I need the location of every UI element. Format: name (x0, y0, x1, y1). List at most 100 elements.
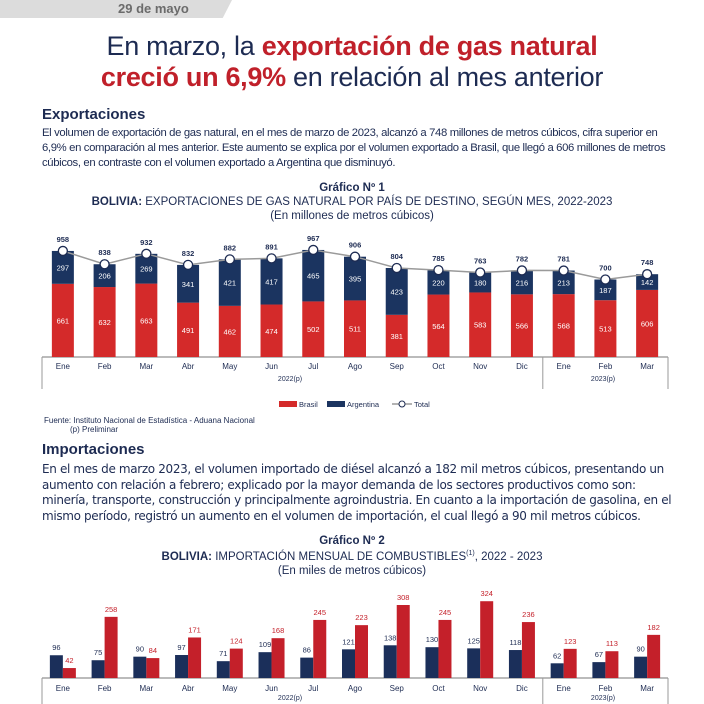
total-value-label: 804 (390, 252, 403, 261)
month-tick-label: Ene (557, 684, 572, 693)
series-1-value-label: 121 (342, 637, 355, 646)
chart2-number: Gráfico Nº 2 (319, 535, 385, 547)
bar-brasil (260, 304, 283, 357)
bar-argentina (51, 250, 74, 284)
month-tick-label: Ene (56, 362, 71, 371)
legend-label-brasil: Brasil (299, 400, 318, 409)
total-point (475, 267, 486, 278)
series-2-value-label: 168 (272, 626, 285, 635)
bar-series-2 (188, 637, 202, 678)
series-1-value-label: 75 (94, 648, 102, 657)
bar-series-1 (216, 661, 230, 678)
bar-brasil (135, 283, 158, 357)
series-1-value-label: 109 (259, 640, 272, 649)
bar-series-1 (383, 645, 397, 678)
total-point (641, 269, 653, 280)
month-tick-label: Jun (265, 684, 278, 693)
headline-text: En marzo, la (106, 31, 262, 61)
brasil-value-label: 491 (182, 326, 195, 335)
series-2-value-label: 245 (439, 608, 452, 617)
bar-series-1 (425, 647, 439, 678)
brasil-value-label: 566 (516, 322, 529, 331)
month-tick-label: Mar (640, 362, 654, 371)
month-tick-label: Mar (139, 684, 153, 693)
month-tick-label: Sep (390, 684, 405, 693)
chart2-title-years: , 2022 - 2023 (474, 550, 543, 563)
chart1-year-label-2023: 2023(p) (590, 376, 616, 383)
argentina-value-label: 421 (224, 279, 237, 288)
month-tick-label: Feb (98, 684, 112, 693)
total-point (182, 259, 194, 271)
series-1-value-label: 62 (553, 651, 561, 660)
total-value-label: 781 (557, 255, 570, 264)
headline-highlight: exportación de gas natural (261, 31, 598, 61)
headline-highlight: creció un 6,9% (100, 62, 286, 92)
total-value-label: 958 (57, 235, 70, 244)
month-tick-label: Ago (348, 684, 363, 693)
series-2-value-label: 324 (480, 589, 493, 598)
month-tick-label: Sep (390, 362, 405, 371)
chart2-title-footnote: (1) (466, 550, 475, 557)
series-2-value-label: 124 (230, 637, 243, 646)
brasil-value-label: 663 (140, 316, 153, 325)
bar-series-1 (634, 656, 648, 678)
series-2-value-label: 236 (522, 610, 535, 619)
bar-series-1 (342, 649, 355, 678)
total-point (266, 253, 277, 264)
total-point (57, 245, 69, 257)
bar-series-1 (133, 656, 147, 678)
argentina-value-label: 220 (432, 278, 445, 287)
series-1-value-label: 96 (52, 643, 60, 652)
bar-argentina (344, 256, 366, 301)
chart2-title-bold: BOLIVIA: (161, 550, 213, 563)
bar-series-1 (592, 662, 606, 678)
bar-argentina (302, 249, 325, 302)
bar-brasil (302, 301, 325, 357)
month-tick-label: Feb (599, 684, 613, 693)
bar-brasil (344, 300, 366, 357)
argentina-value-label: 395 (349, 275, 362, 284)
bar-series-1 (49, 655, 63, 678)
total-point (391, 262, 402, 274)
month-tick-label: Ene (56, 684, 71, 693)
bar-series-1 (258, 652, 272, 678)
bar-brasil (218, 305, 241, 357)
bar-series-1 (467, 648, 481, 678)
total-value-label: 832 (182, 249, 195, 258)
total-value-label: 763 (474, 257, 487, 266)
bar-series-2 (104, 616, 118, 678)
headline-line-2: creció un 6,9% en relación al mes anteri… (0, 62, 704, 93)
bar-series-2 (521, 622, 535, 678)
argentina-value-label: 423 (390, 287, 403, 296)
argentina-value-label: 269 (140, 265, 153, 274)
brasil-value-label: 661 (57, 316, 70, 325)
bar-series-1 (175, 655, 189, 678)
series-2-value-label: 245 (314, 608, 327, 617)
bar-brasil (594, 300, 617, 357)
series-1-value-label: 125 (467, 636, 480, 645)
bar-brasil (510, 294, 533, 357)
bar-series-2 (355, 625, 368, 678)
bar-argentina (510, 270, 533, 295)
headline-text: en relación al mes anterior (285, 62, 604, 92)
argentina-value-label: 465 (307, 272, 320, 281)
total-point (433, 264, 444, 276)
chart1-title: BOLIVIA: EXPORTACIONES DE GAS NATURAL PO… (0, 196, 704, 208)
bar-series-2 (62, 668, 76, 678)
month-tick-label: Nov (473, 362, 487, 371)
bar-series-2 (396, 605, 410, 678)
total-value-label: 906 (349, 241, 362, 250)
bar-argentina (385, 267, 408, 315)
argentina-value-label: 417 (265, 277, 278, 286)
total-point (99, 259, 110, 270)
chart2-subtitle: (En miles de metros cúbicos) (277, 565, 427, 577)
bar-brasil (469, 292, 492, 357)
argentina-value-label: 216 (516, 278, 529, 287)
series-1-value-label: 67 (595, 650, 603, 659)
month-tick-label: Dic (516, 362, 528, 371)
total-point (224, 254, 235, 265)
argentina-value-label: 341 (182, 280, 195, 289)
series-2-value-label: 123 (564, 637, 577, 646)
bar-argentina (636, 274, 659, 290)
bar-brasil (552, 294, 575, 357)
